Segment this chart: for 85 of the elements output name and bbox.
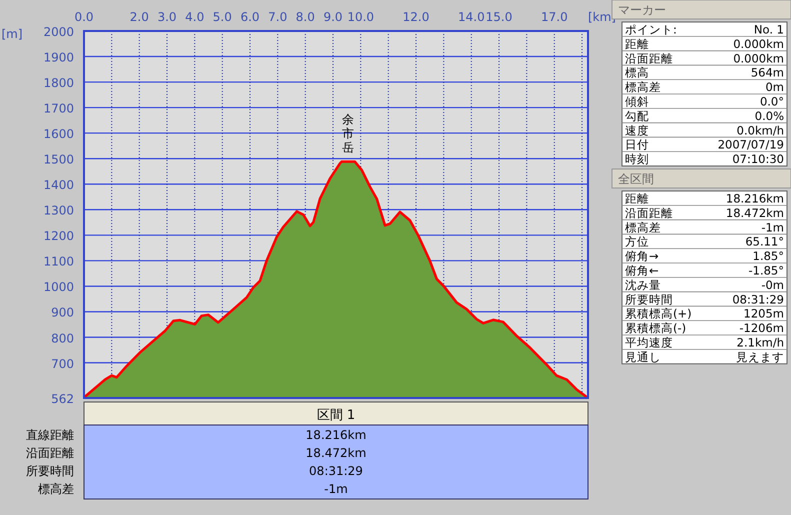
text: 沿面距離: [625, 206, 673, 220]
x-tick-label: 7.0: [268, 10, 288, 24]
x-tick-label: 10.0: [347, 10, 374, 24]
text: 1.85°: [752, 249, 784, 264]
text: 標高差: [38, 482, 74, 496]
text: 距離: [625, 36, 649, 51]
y-tick-label: 1100: [43, 254, 74, 269]
text: 564m: [750, 66, 784, 80]
text: ポイント:: [625, 22, 677, 36]
text: 18.216km: [306, 428, 366, 442]
text: No. 1: [754, 22, 784, 36]
x-tick-label: 4.0: [185, 10, 204, 24]
text: 08:31:29: [309, 464, 363, 478]
y-tick-label: 1500: [43, 152, 74, 167]
text: -0m: [761, 278, 784, 292]
x-tick-label: 14.0: [458, 10, 485, 24]
text: 時刻: [625, 152, 649, 166]
y-axis-title: [m]: [1, 27, 23, 41]
x-tick-label: 15.0: [486, 10, 512, 24]
text: 標高差: [625, 220, 661, 234]
text: 標高: [625, 66, 649, 80]
text: 沿面距離: [26, 446, 74, 460]
x-tick-label: 2.0: [130, 10, 149, 24]
y-tick-label: 562: [51, 392, 74, 406]
y-tick-label: 1000: [43, 280, 74, 294]
x-tick-label: 3.0: [157, 10, 177, 24]
text: 18.472km: [726, 206, 784, 220]
text: 0m: [765, 80, 784, 94]
text: 18.472km: [306, 446, 366, 460]
text: 平均速度: [625, 336, 673, 350]
text: 見通し: [625, 350, 661, 364]
text: 見えます: [736, 350, 784, 364]
text: 累積標高(-): [625, 321, 686, 336]
text: 距離: [625, 192, 649, 206]
y-tick-label: 1800: [43, 76, 74, 90]
text: -1206m: [739, 321, 784, 336]
x-tick-label: 0.0: [74, 10, 94, 24]
y-tick-label: 800: [51, 331, 74, 346]
text: マーカー: [618, 3, 666, 17]
text: 0.0°: [760, 94, 784, 108]
text: -1.85°: [748, 264, 784, 278]
text: 沈み量: [625, 278, 661, 292]
y-tick-label: 1600: [43, 127, 74, 142]
text: 2007/07/19: [718, 138, 784, 152]
x-tick-label: 8.0: [296, 10, 315, 24]
y-tick-label: 1200: [43, 229, 74, 244]
text: 0.000km: [733, 36, 784, 51]
text: 沿面距離: [625, 51, 673, 66]
text: 速度: [625, 123, 649, 138]
text: 俯角→: [625, 249, 659, 264]
x-tick-label: 6.0: [240, 10, 260, 24]
text: 0.0km/h: [736, 123, 784, 138]
text: 1205m: [744, 306, 784, 321]
text: 07:10:30: [732, 152, 784, 166]
text: 方位: [625, 234, 649, 249]
y-tick-label: 1300: [43, 204, 74, 218]
text: 標高差: [625, 80, 661, 94]
text: 傾斜: [625, 94, 649, 108]
text: 65.11°: [745, 234, 784, 249]
x-tick-label: 12.0: [402, 10, 430, 24]
text: 直線距離: [26, 428, 74, 442]
text: 累積標高(+): [625, 306, 692, 321]
text: -1m: [761, 220, 784, 234]
y-tick-label: 1400: [43, 178, 74, 192]
x-tick-label: 9.0: [323, 10, 343, 24]
text: 2.1km/h: [736, 336, 784, 350]
y-tick-label: 1700: [43, 102, 74, 116]
text: 0.0%: [754, 108, 784, 123]
y-tick-label: 1900: [43, 50, 74, 65]
text: 所要時間: [26, 464, 74, 478]
text: 俯角←: [625, 264, 659, 278]
x-tick-label: 5.0: [212, 10, 232, 24]
text: 所要時間: [625, 292, 673, 306]
text: 全区間: [618, 172, 654, 186]
y-tick-label: 2000: [43, 25, 74, 39]
text: 18.216km: [726, 192, 784, 206]
text: -1m: [324, 482, 348, 496]
text: 0.000km: [733, 51, 784, 66]
y-tick-label: 700: [51, 356, 74, 371]
y-tick-label: 900: [51, 306, 74, 320]
text: 日付: [625, 138, 649, 152]
text: 08:31:29: [732, 292, 784, 306]
text: 区間 1: [316, 408, 356, 423]
x-tick-label: 17.0: [540, 10, 568, 24]
text: 勾配: [625, 108, 649, 123]
